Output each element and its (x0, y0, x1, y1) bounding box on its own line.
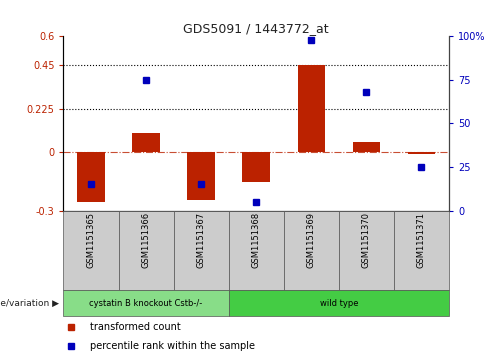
Text: GSM1151368: GSM1151368 (252, 212, 261, 268)
Text: GSM1151367: GSM1151367 (197, 212, 205, 268)
Text: transformed count: transformed count (90, 322, 181, 332)
Text: GSM1151366: GSM1151366 (142, 212, 151, 268)
Text: GSM1151370: GSM1151370 (362, 212, 371, 268)
Bar (187, 152, 215, 200)
Bar (394, 211, 449, 290)
Title: GDS5091 / 1443772_at: GDS5091 / 1443772_at (183, 22, 329, 35)
Text: genotype/variation ▶: genotype/variation ▶ (0, 299, 59, 307)
Bar (229, 211, 284, 290)
Bar (284, 211, 339, 290)
Text: cystatin B knockout Cstb-/-: cystatin B knockout Cstb-/- (89, 299, 203, 307)
Bar (77, 152, 105, 202)
Bar (229, 290, 449, 316)
Text: GSM1151369: GSM1151369 (307, 212, 316, 268)
Bar (63, 290, 229, 316)
Text: wild type: wild type (320, 299, 358, 307)
Text: percentile rank within the sample: percentile rank within the sample (90, 341, 255, 351)
Bar (298, 65, 325, 152)
Text: GSM1151371: GSM1151371 (417, 212, 426, 268)
Text: GSM1151365: GSM1151365 (86, 212, 96, 268)
Bar (243, 152, 270, 183)
Bar (407, 152, 435, 154)
Bar (353, 142, 380, 152)
Bar (339, 211, 394, 290)
Bar (119, 211, 174, 290)
Bar (132, 133, 160, 152)
Bar (174, 211, 229, 290)
Bar (63, 211, 119, 290)
